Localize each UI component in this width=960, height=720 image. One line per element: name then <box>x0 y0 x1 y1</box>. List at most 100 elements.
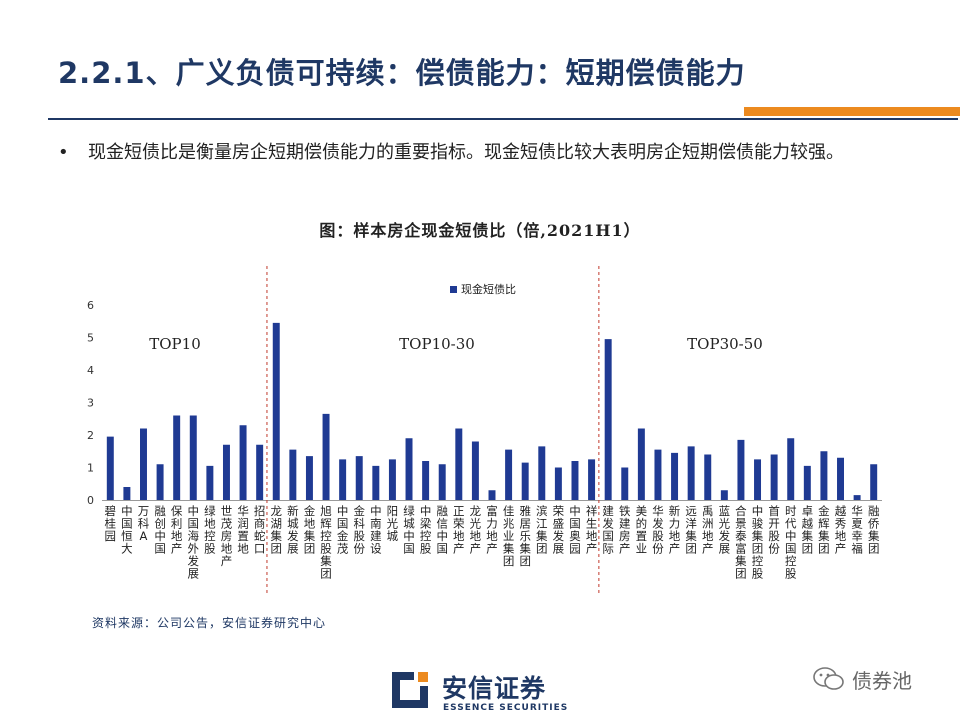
y-tick-label: 3 <box>87 397 94 410</box>
x-tick-label: 招商蛇口 <box>254 504 266 556</box>
watermark: 债券池 <box>812 664 912 694</box>
legend-swatch <box>450 286 457 293</box>
x-tick-label: 金科股份 <box>353 504 365 556</box>
x-tick-label: 新力地产 <box>669 504 681 556</box>
y-tick-label: 6 <box>87 299 94 312</box>
bar <box>604 339 612 500</box>
bar <box>239 425 247 500</box>
x-tick-label: 中南建设 <box>370 504 382 556</box>
x-tick-label: 蓝光发展 <box>719 504 731 556</box>
group-label: TOP10 <box>149 335 200 353</box>
bar <box>222 444 230 500</box>
x-tick-label: 新城发展 <box>287 504 299 556</box>
bar <box>671 452 679 500</box>
x-tick-label: 绿城中国 <box>403 504 415 556</box>
bar <box>787 438 795 500</box>
bar <box>471 441 479 500</box>
bar <box>704 454 712 500</box>
x-tick-label: 旭辉控股集团 <box>320 504 332 581</box>
x-tick-label: 碧桂园 <box>105 504 117 543</box>
bar <box>687 446 695 500</box>
x-tick-label: 龙湖集团 <box>271 504 283 556</box>
x-tick-label: 融信中国 <box>436 504 448 556</box>
bar <box>156 464 164 500</box>
bar <box>488 490 496 500</box>
x-tick-label: 正荣地产 <box>453 504 465 556</box>
bar <box>272 322 280 500</box>
bar <box>538 446 546 500</box>
bar <box>140 428 147 500</box>
bar <box>422 461 430 500</box>
x-tick-label: 越秀地产 <box>835 504 847 556</box>
bar <box>189 415 197 500</box>
group-label: TOP30-50 <box>687 335 763 353</box>
bar <box>123 487 131 500</box>
bar <box>388 459 396 500</box>
bar <box>870 464 878 500</box>
x-tick-label: 富力地产 <box>486 504 498 556</box>
bar <box>588 459 596 500</box>
bar <box>521 462 529 500</box>
logo-english-text: ESSENCE SECURITIES <box>443 703 569 713</box>
y-tick-label: 5 <box>87 332 94 345</box>
x-tick-label: 中国海外发展 <box>188 504 200 581</box>
bar <box>571 461 579 500</box>
essence-logo-icon <box>392 672 428 708</box>
x-tick-label: 华发股份 <box>652 504 664 556</box>
bar <box>289 449 297 500</box>
x-tick-label: 首开股份 <box>768 504 780 556</box>
slide-title: 2.2.1、广义负债可持续：偿债能力：短期偿债能力 <box>58 56 746 90</box>
x-tick-label: 合景泰富集团 <box>735 504 747 581</box>
bar <box>720 490 728 500</box>
x-tick-label: 建发国际 <box>602 504 614 556</box>
bar <box>637 428 645 500</box>
bar <box>206 465 214 500</box>
x-tick-label: 融创中国 <box>154 504 166 556</box>
x-tick-label: 世茂房地产 <box>221 504 233 568</box>
x-tick-label: 中梁控股 <box>420 504 432 556</box>
x-tick-label: 雅居乐集团 <box>519 504 531 568</box>
bar <box>820 451 828 500</box>
bar <box>438 464 446 500</box>
x-tick-label: 美的置业 <box>636 504 648 556</box>
bullet-text: 现金短债比是衡量房企短期偿债能力的重要指标。现金短债比较大表明房企短期偿债能力较… <box>88 142 844 163</box>
x-tick-label: 中骏集团控股 <box>752 504 764 581</box>
x-tick-label: 中国奥园 <box>569 504 581 556</box>
source-note: 资料来源：公司公告，安信证券研究中心 <box>92 616 327 630</box>
bar <box>654 449 662 500</box>
x-tick-label: 祥生地产 <box>586 504 598 556</box>
watermark-text: 债券池 <box>852 668 912 693</box>
bar <box>754 459 762 500</box>
bar <box>455 428 463 500</box>
bar <box>737 439 745 500</box>
y-tick-label: 4 <box>87 364 94 377</box>
x-tick-label: 荣盛发展 <box>553 504 565 556</box>
x-tick-label: 铁建房产 <box>619 504 631 556</box>
bar <box>256 444 264 500</box>
x-tick-label: 中国金茂 <box>337 504 349 556</box>
bar <box>339 459 347 500</box>
bar <box>770 454 778 500</box>
bar <box>322 413 330 500</box>
x-tick-label: 时代中国控股 <box>785 504 797 581</box>
x-tick-label: 万科 A <box>138 504 150 543</box>
bar <box>554 467 562 500</box>
x-tick-label: 远洋集团 <box>685 504 697 556</box>
bar <box>173 415 181 500</box>
bar <box>405 438 413 500</box>
x-tick-label: 金地集团 <box>304 504 316 556</box>
x-tick-label: 保利地产 <box>171 504 183 556</box>
bar <box>853 495 861 500</box>
x-tick-label: 绿地控股 <box>204 504 216 556</box>
x-tick-label: 禹洲地产 <box>702 504 714 556</box>
wechat-icon <box>813 667 844 690</box>
x-tick-label: 佳兆业集团 <box>503 504 515 568</box>
x-tick-label: 金辉集团 <box>818 504 830 556</box>
chart-title: 图：样本房企现金短债比（倍,2021H1） <box>319 221 641 240</box>
x-tick-label: 中国恒大 <box>121 504 133 556</box>
x-tick-label: 华润置地 <box>237 504 249 556</box>
legend-label: 现金短债比 <box>461 282 516 296</box>
bar <box>837 457 844 500</box>
x-tick-label: 龙光地产 <box>470 504 482 556</box>
bar-chart: 0 1 2 3 4 5 6 TOP10 TOP10-30 TOP30-50 现金短债比碧桂园中国恒大… <box>87 266 882 596</box>
